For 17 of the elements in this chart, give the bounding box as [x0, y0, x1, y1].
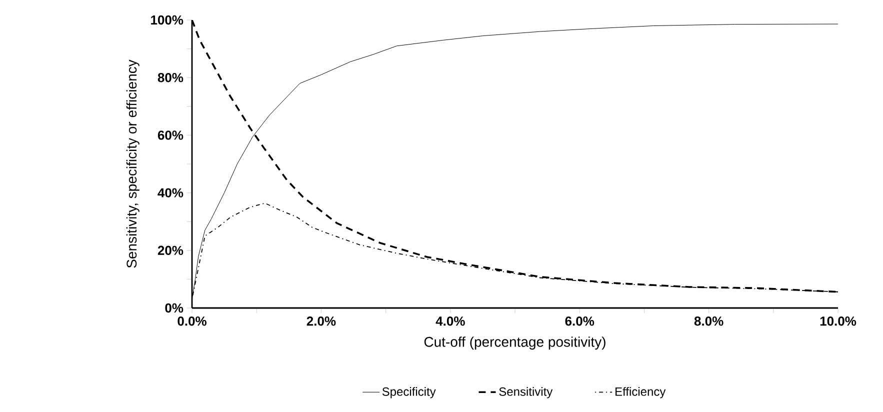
y-tick-label: 60% — [158, 130, 184, 140]
legend-label: Specificity — [382, 387, 436, 398]
y-tick-label: 0% — [165, 303, 184, 313]
x-axis-title: Cut-off (percentage positivity) — [424, 336, 606, 350]
legend-label: Efficiency — [616, 387, 666, 398]
y-axis-title: Sensitivity, specificity or efficiency — [126, 60, 140, 268]
y-tick-label: 20% — [158, 246, 184, 255]
x-tick-label: 4.0% — [436, 316, 465, 326]
legend-label: Sensitivity — [499, 387, 553, 398]
x-tick-label: 8.0% — [694, 316, 724, 326]
y-tick-label: 40% — [158, 188, 184, 198]
y-tick-label: 80% — [158, 72, 184, 82]
y-tick-label: 100% — [151, 15, 184, 25]
x-tick-label: 0.0% — [178, 316, 206, 326]
x-tick-label: 10.0% — [820, 316, 856, 326]
x-tick-label: 6.0% — [565, 316, 594, 326]
x-tick-label: 2.0% — [306, 316, 336, 326]
